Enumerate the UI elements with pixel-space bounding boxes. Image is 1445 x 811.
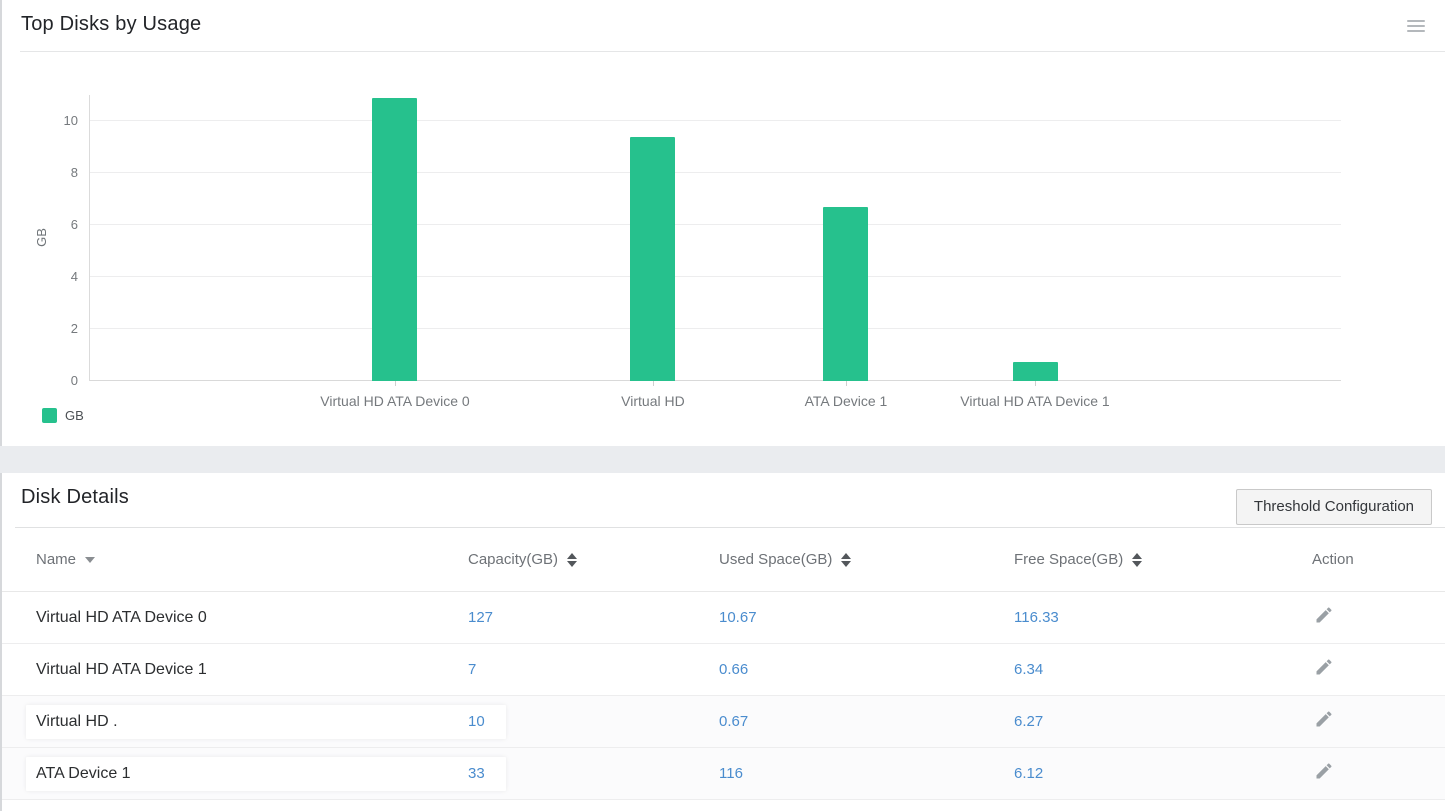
hamburger-icon[interactable]	[1407, 20, 1425, 32]
free-space-value[interactable]: 6.27	[1014, 713, 1044, 730]
y-axis-tick-label: 4	[70, 269, 78, 284]
disk-table-header: Name Capacity(GB) Used Space(GB) Free Space…	[2, 528, 1445, 592]
chart-panel-title: Top Disks by Usage	[21, 13, 202, 35]
table-panel-title: Disk Details	[21, 486, 129, 508]
disk-table-body: Virtual HD ATA Device 0 127 10.67 116.33 Vir…	[2, 592, 1445, 800]
x-axis-label: ATA Device 1	[804, 393, 888, 409]
chart-bar[interactable]	[372, 97, 418, 381]
action-cell	[1312, 709, 1445, 734]
top-disks-panel: Top Disks by Usage GB 0 2 4 6 8 10 Virtual HD …	[0, 0, 1445, 446]
disk-name-highlight-box: Virtual HD .	[26, 704, 506, 739]
disk-table: Name Capacity(GB) Used Space(GB) Free Space…	[2, 528, 1445, 800]
used-space-value[interactable]: 0.66	[719, 661, 749, 678]
x-axis-label: Virtual HD ATA Device 1	[960, 393, 1110, 409]
gridline	[90, 120, 1341, 121]
column-header-free-space-gb[interactable]: Free Space(GB)	[1014, 551, 1312, 568]
threshold-configuration-button[interactable]: Threshold Configuration	[1235, 489, 1432, 525]
chart-legend[interactable]: GB	[42, 408, 84, 423]
sort-desc-icon	[85, 556, 96, 563]
legend-swatch	[42, 408, 57, 423]
action-cell	[1312, 657, 1445, 682]
x-axis-tick	[652, 381, 654, 386]
disk-name-highlight-box: ATA Device 1	[26, 756, 506, 791]
column-header-label: Used Space(GB)	[719, 551, 833, 568]
y-axis-tick-label: 8	[70, 165, 78, 180]
sort-both-icon	[1132, 552, 1143, 567]
gridline	[90, 224, 1341, 225]
edit-pencil-icon[interactable]	[1314, 709, 1334, 729]
capacity-value[interactable]: 33	[468, 765, 485, 782]
gridline	[90, 380, 1341, 381]
gridline	[90, 172, 1341, 173]
panel-header-divider	[20, 51, 1445, 52]
used-space-value[interactable]: 116	[719, 765, 743, 782]
table-row: ATA Device 1 33 116 6.12	[2, 748, 1445, 800]
column-header-label: Capacity(GB)	[468, 551, 559, 568]
capacity-value[interactable]: 7	[468, 661, 477, 678]
chart-bar[interactable]	[630, 136, 676, 381]
x-axis-label: Virtual HD	[621, 393, 685, 409]
gridline	[90, 328, 1341, 329]
table-row: Virtual HD . 10 0.67 6.27	[2, 696, 1445, 748]
column-header-label: Action	[1312, 551, 1354, 568]
column-header-capacity-gb[interactable]: Capacity(GB)	[468, 551, 719, 568]
x-axis-label: Virtual HD ATA Device 0	[320, 393, 470, 409]
y-axis-tick-label: 6	[70, 217, 78, 232]
capacity-value[interactable]: 127	[468, 609, 494, 626]
column-header-action: Action	[1312, 551, 1445, 568]
chart-bar[interactable]	[1012, 361, 1058, 381]
edit-pencil-icon[interactable]	[1314, 605, 1334, 625]
disk-details-panel: Disk Details Threshold Configuration Nam…	[0, 473, 1445, 811]
disk-name-cell: Virtual HD ATA Device 1	[36, 660, 207, 678]
x-axis-tick	[845, 381, 847, 386]
edit-pencil-icon[interactable]	[1314, 761, 1334, 781]
used-space-value[interactable]: 0.67	[719, 713, 749, 730]
disk-name-cell: Virtual HD .	[26, 704, 506, 739]
y-axis-tick-label: 0	[70, 373, 78, 388]
x-axis-tick	[394, 381, 396, 386]
y-axis-tick-label: 2	[70, 321, 78, 336]
gridline	[90, 276, 1341, 277]
legend-label: GB	[65, 408, 84, 423]
disk-name-cell: Virtual HD ATA Device 0	[36, 608, 207, 626]
x-axis-tick	[1035, 381, 1036, 386]
chart-plot: 0 2 4 6 8 10 Virtual HD ATA Device 0 Virtual HD…	[64, 95, 1341, 409]
column-header-used-space-gb[interactable]: Used Space(GB)	[719, 551, 1014, 568]
sort-both-icon	[567, 552, 578, 567]
table-row: Virtual HD ATA Device 1 7 0.66 6.34	[2, 644, 1445, 696]
edit-pencil-icon[interactable]	[1314, 657, 1334, 677]
table-row: Virtual HD ATA Device 0 127 10.67 116.33	[2, 592, 1445, 644]
y-axis-tick-label: 10	[63, 113, 78, 128]
action-cell	[1312, 761, 1445, 786]
column-header-label: Name	[36, 551, 77, 568]
column-header-name[interactable]: Name	[36, 551, 468, 568]
free-space-value[interactable]: 6.12	[1014, 765, 1044, 782]
sort-both-icon	[841, 552, 852, 567]
column-header-label: Free Space(GB)	[1014, 551, 1124, 568]
action-cell	[1312, 605, 1445, 630]
used-space-value[interactable]: 10.67	[719, 609, 757, 626]
chart-bar[interactable]	[823, 206, 869, 381]
capacity-value[interactable]: 10	[468, 713, 485, 730]
free-space-value[interactable]: 6.34	[1014, 661, 1044, 678]
bar-chart: GB 0 2 4 6 8 10 Virtual HD ATA Device 0 Virtual…	[2, 52, 1445, 446]
panel-header-divider	[15, 527, 1445, 528]
free-space-value[interactable]: 116.33	[1014, 609, 1059, 626]
disk-name-cell: ATA Device 1	[26, 756, 506, 791]
